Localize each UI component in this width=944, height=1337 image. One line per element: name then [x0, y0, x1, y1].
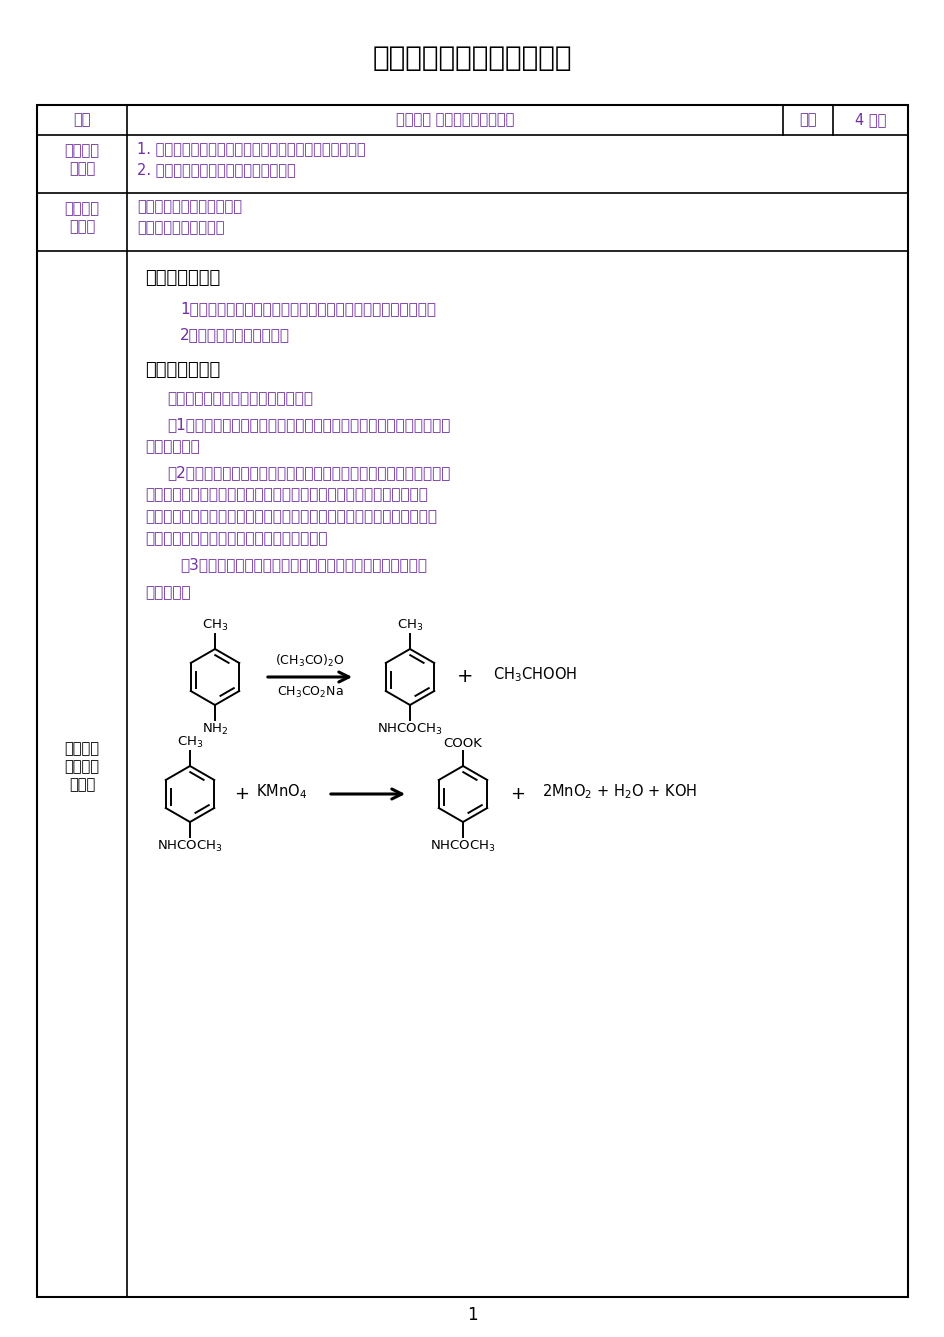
Text: 授课内容: 授课内容 — [64, 742, 99, 757]
Text: 成，故加入少量硫酸镁做缓冲剂，使溶液碱性不致太强而使酰胺基水解，: 成，故加入少量硫酸镁做缓冲剂，使溶液碱性不致太强而使酰胺基水解， — [144, 509, 436, 524]
Text: 反应如下：: 反应如下： — [144, 586, 191, 600]
Text: 程设计: 程设计 — [69, 778, 95, 793]
Text: 二、实验原理：: 二、实验原理： — [144, 361, 220, 378]
Text: 和要求: 和要求 — [69, 162, 95, 176]
Text: KMnO$_4$: KMnO$_4$ — [256, 782, 307, 801]
Text: 有机酰化、氧化、水解反应: 有机酰化、氧化、水解反应 — [137, 199, 242, 214]
Text: 1: 1 — [466, 1306, 478, 1324]
Text: +: + — [234, 785, 249, 804]
Text: CH$_3$: CH$_3$ — [396, 618, 423, 632]
Text: 教学目标: 教学目标 — [64, 143, 99, 159]
Text: 产物为羧酸盐，酸化后可为羧酸在溶液中析出: 产物为羧酸盐，酸化后可为羧酸在溶液中析出 — [144, 531, 328, 545]
Text: 课题: 课题 — [74, 112, 91, 127]
Text: 一、实验目的：: 一、实验目的： — [144, 269, 220, 287]
Text: 2. 熟悉掌握有机合成中的基团保护操作: 2. 熟悉掌握有机合成中的基团保护操作 — [137, 163, 295, 178]
Text: +: + — [456, 667, 473, 686]
Text: NHCOCH$_3$: NHCOCH$_3$ — [377, 722, 443, 737]
Text: CH$_3$CHOOH: CH$_3$CHOOH — [493, 666, 577, 685]
Text: 2．熟练掌握基团保护操作: 2．熟练掌握基团保护操作 — [179, 328, 290, 342]
Text: COOK: COOK — [443, 737, 482, 750]
Text: 2MnO$_2$ + H$_2$O + KOH: 2MnO$_2$ + H$_2$O + KOH — [542, 782, 697, 801]
Text: （1）对甲苯胺用乙酸酐处理，转变为相应的酰胺，制备酰胺的标准方: （1）对甲苯胺用乙酸酐处理，转变为相应的酰胺，制备酰胺的标准方 — [167, 417, 450, 432]
Text: 有机合成中的基团保护: 有机合成中的基团保护 — [137, 221, 225, 235]
Text: (CH$_3$CO)$_2$O: (CH$_3$CO)$_2$O — [275, 652, 345, 668]
Text: 重庆工业职业技术学院教案: 重庆工业职业技术学院教案 — [372, 44, 572, 72]
Text: NHCOCH$_3$: NHCOCH$_3$ — [157, 840, 223, 854]
Text: 课时: 课时 — [799, 112, 816, 127]
Text: CH$_3$: CH$_3$ — [177, 735, 203, 750]
Text: CH$_3$CO$_2$Na: CH$_3$CO$_2$Na — [277, 685, 343, 701]
Text: 程中紫色高锰酸根被还原成棕色的二氧化锰沉淀，鉴于有氢氧根离子生: 程中紫色高锰酸根被还原成棕色的二氧化锰沉淀，鉴于有氢氧根离子生 — [144, 487, 428, 501]
Text: 4 学时: 4 学时 — [854, 112, 885, 127]
Text: 与教学过: 与教学过 — [64, 759, 99, 774]
Text: 和难点: 和难点 — [69, 219, 95, 234]
Text: CH$_3$: CH$_3$ — [202, 618, 228, 632]
Text: +: + — [510, 785, 525, 804]
Text: （2）对甲基乙酰苯胺中的甲基被高锰酸钾氧化为相应的羧基，氧化过: （2）对甲基乙酰苯胺中的甲基被高锰酸钾氧化为相应的羧基，氧化过 — [167, 465, 450, 480]
Text: NHCOCH$_3$: NHCOCH$_3$ — [430, 840, 496, 854]
Text: 1．熟悉有机合成中的酰化、氧化、水解等反应的原理和方法；: 1．熟悉有机合成中的酰化、氧化、水解等反应的原理和方法； — [179, 301, 435, 316]
Text: 对氨基苯甲酸的合成涉及三步反应；: 对氨基苯甲酸的合成涉及三步反应； — [167, 390, 312, 406]
Text: 第十一讲 对氨基苯甲酸的制备: 第十一讲 对氨基苯甲酸的制备 — [396, 112, 514, 127]
Text: NH$_2$: NH$_2$ — [202, 722, 228, 737]
Text: 教学重点: 教学重点 — [64, 202, 99, 217]
Text: 1. 学习有机化学中的酰化、氧化、水解等反应原理与方法: 1. 学习有机化学中的酰化、氧化、水解等反应原理与方法 — [137, 142, 365, 156]
Text: 法；保护氨基: 法；保护氨基 — [144, 439, 199, 455]
Text: （3）酰胺的水解，除去保护基团乙酰基，在稀酸中容易进行: （3）酰胺的水解，除去保护基团乙酰基，在稀酸中容易进行 — [179, 558, 427, 572]
Bar — [37, 106, 907, 1297]
